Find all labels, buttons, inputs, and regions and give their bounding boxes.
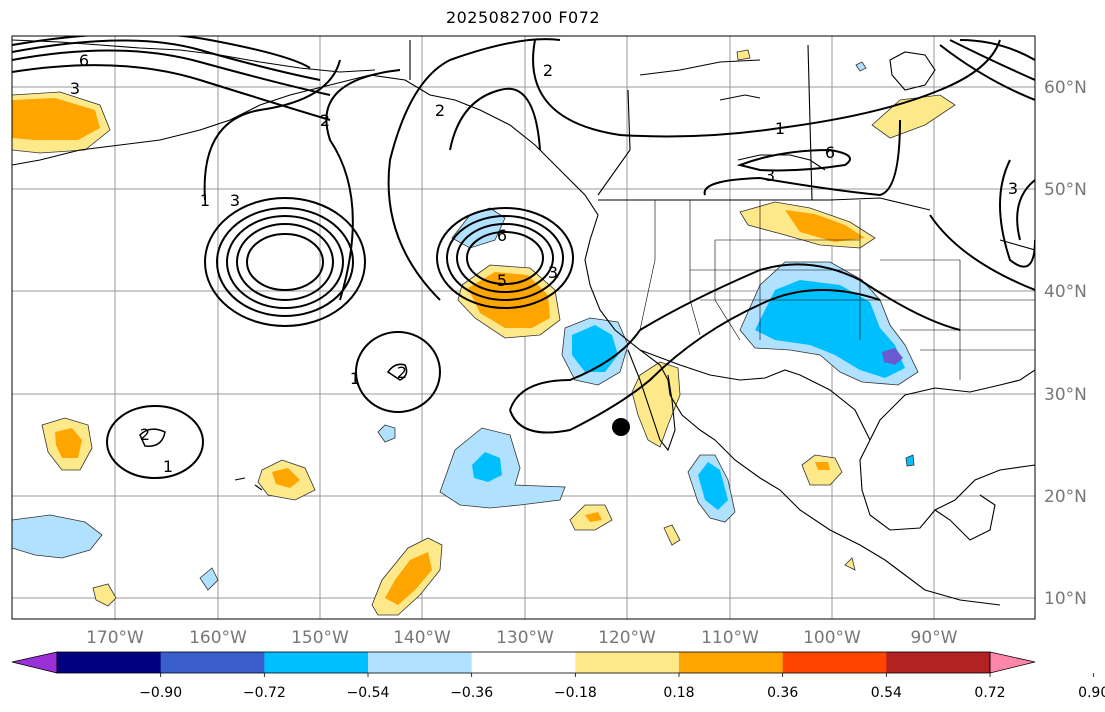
lon-label: 130°W (496, 628, 554, 648)
positive-anomaly (12, 98, 100, 140)
negative-anomaly (755, 280, 905, 378)
positive-anomaly (55, 428, 82, 458)
colorbar-segment (471, 652, 576, 673)
negative-anomaly (12, 514, 103, 559)
positive-anomaly (92, 583, 117, 607)
contour-label: 2 (320, 111, 330, 130)
negative-anomaly (572, 325, 618, 372)
lat-label: 50°N (1044, 180, 1087, 200)
positive-anomaly (385, 552, 432, 605)
contour-label: 1 (163, 457, 173, 476)
lat-label: 60°N (1044, 78, 1087, 98)
lon-label: 140°W (393, 628, 451, 648)
contour-label: 6 (497, 226, 507, 245)
contour-label: 3 (548, 263, 558, 282)
contour-label: 3 (1008, 179, 1018, 198)
state-borders (639, 200, 1035, 380)
colorbar-label: −0.36 (450, 685, 493, 701)
contour-label: 1 (775, 119, 785, 138)
map-title: 2025082700 F072 (445, 8, 601, 27)
colorbar-segment (264, 652, 369, 673)
negative-anomaly (855, 61, 867, 72)
colorbar-segment (782, 652, 887, 673)
contour-lines (12, 36, 1035, 479)
contour-label: 3 (230, 191, 240, 210)
lon-label: 170°W (86, 628, 144, 648)
lon-label: 120°W (598, 628, 656, 648)
negative-anomaly (377, 424, 396, 443)
colorbar-label: 0.72 (974, 685, 1005, 701)
lat-label: 40°N (1044, 282, 1087, 302)
lon-label: 90°W (911, 628, 958, 648)
contour-label: 2 (435, 101, 445, 120)
colorbar-segment (886, 652, 991, 673)
contour-label: 6 (825, 143, 835, 162)
colorbar-label: 0.18 (663, 685, 694, 701)
colorbar-segment (679, 652, 784, 673)
contour-label: 5 (497, 271, 507, 290)
negative-anomaly (882, 348, 903, 365)
colorbar-label: −0.90 (139, 685, 182, 701)
lat-label: 30°N (1044, 385, 1087, 405)
lon-label: 150°W (291, 628, 349, 648)
colorbar-extend-high (989, 651, 1036, 674)
negative-anomaly (905, 454, 915, 467)
negative-anomaly (439, 427, 566, 509)
positive-anomaly (785, 210, 865, 242)
contour-label: 6 (79, 51, 89, 70)
negative-anomaly (472, 452, 502, 482)
plot-frame (11, 35, 1036, 620)
contour-label: 3 (70, 79, 80, 98)
longitude-labels: 170°W 160°W 150°W 140°W 130°W 120°W 110°W 100°W… (86, 628, 958, 648)
colorbar-label: −0.54 (347, 685, 390, 701)
location-marker (612, 418, 630, 436)
colorbar-label: 0.36 (767, 685, 798, 701)
positive-anomaly (272, 468, 300, 488)
contour-label: 1 (350, 369, 360, 388)
colorbar-label: −0.72 (243, 685, 286, 701)
positive-anomaly (815, 462, 830, 470)
lat-label: 10°N (1044, 589, 1087, 609)
colorbar-segment (57, 652, 162, 673)
colorbar-frame (56, 651, 991, 674)
positive-anomaly (585, 512, 602, 522)
contour-label: 2 (397, 363, 407, 382)
gridlines (12, 36, 1035, 619)
colorbar-labels: −0.90 −0.72 −0.54 −0.36 −0.18 0.18 0.36 0.54 0.7… (139, 673, 1105, 701)
colorbar-segment (368, 652, 473, 673)
colorbar-label: −0.18 (554, 685, 597, 701)
contour-label: 3 (765, 166, 775, 185)
colorbar-extend-low (11, 651, 58, 674)
lat-label: 20°N (1044, 487, 1087, 507)
colorbar-label: 0.90 (1078, 685, 1105, 701)
colorbar-segment (575, 652, 680, 673)
contour-label: 2 (543, 61, 553, 80)
contour-label: 1 (200, 191, 210, 210)
positive-anomaly (663, 524, 681, 546)
contour-label: 2 (140, 425, 150, 444)
lon-label: 110°W (701, 628, 759, 648)
colorbar (11, 651, 1036, 674)
lon-label: 160°W (189, 628, 247, 648)
positive-anomaly (736, 49, 751, 61)
negative-anomaly (199, 567, 219, 591)
lon-label: 100°W (803, 628, 861, 648)
positive-anomaly (871, 94, 956, 139)
colorbar-segment (160, 652, 265, 673)
colorbar-label: 0.54 (871, 685, 902, 701)
positive-anomaly (844, 557, 856, 571)
negative-anomaly (698, 462, 728, 510)
latitude-labels: 60°N 50°N 40°N 30°N 20°N 10°N (1044, 78, 1087, 609)
